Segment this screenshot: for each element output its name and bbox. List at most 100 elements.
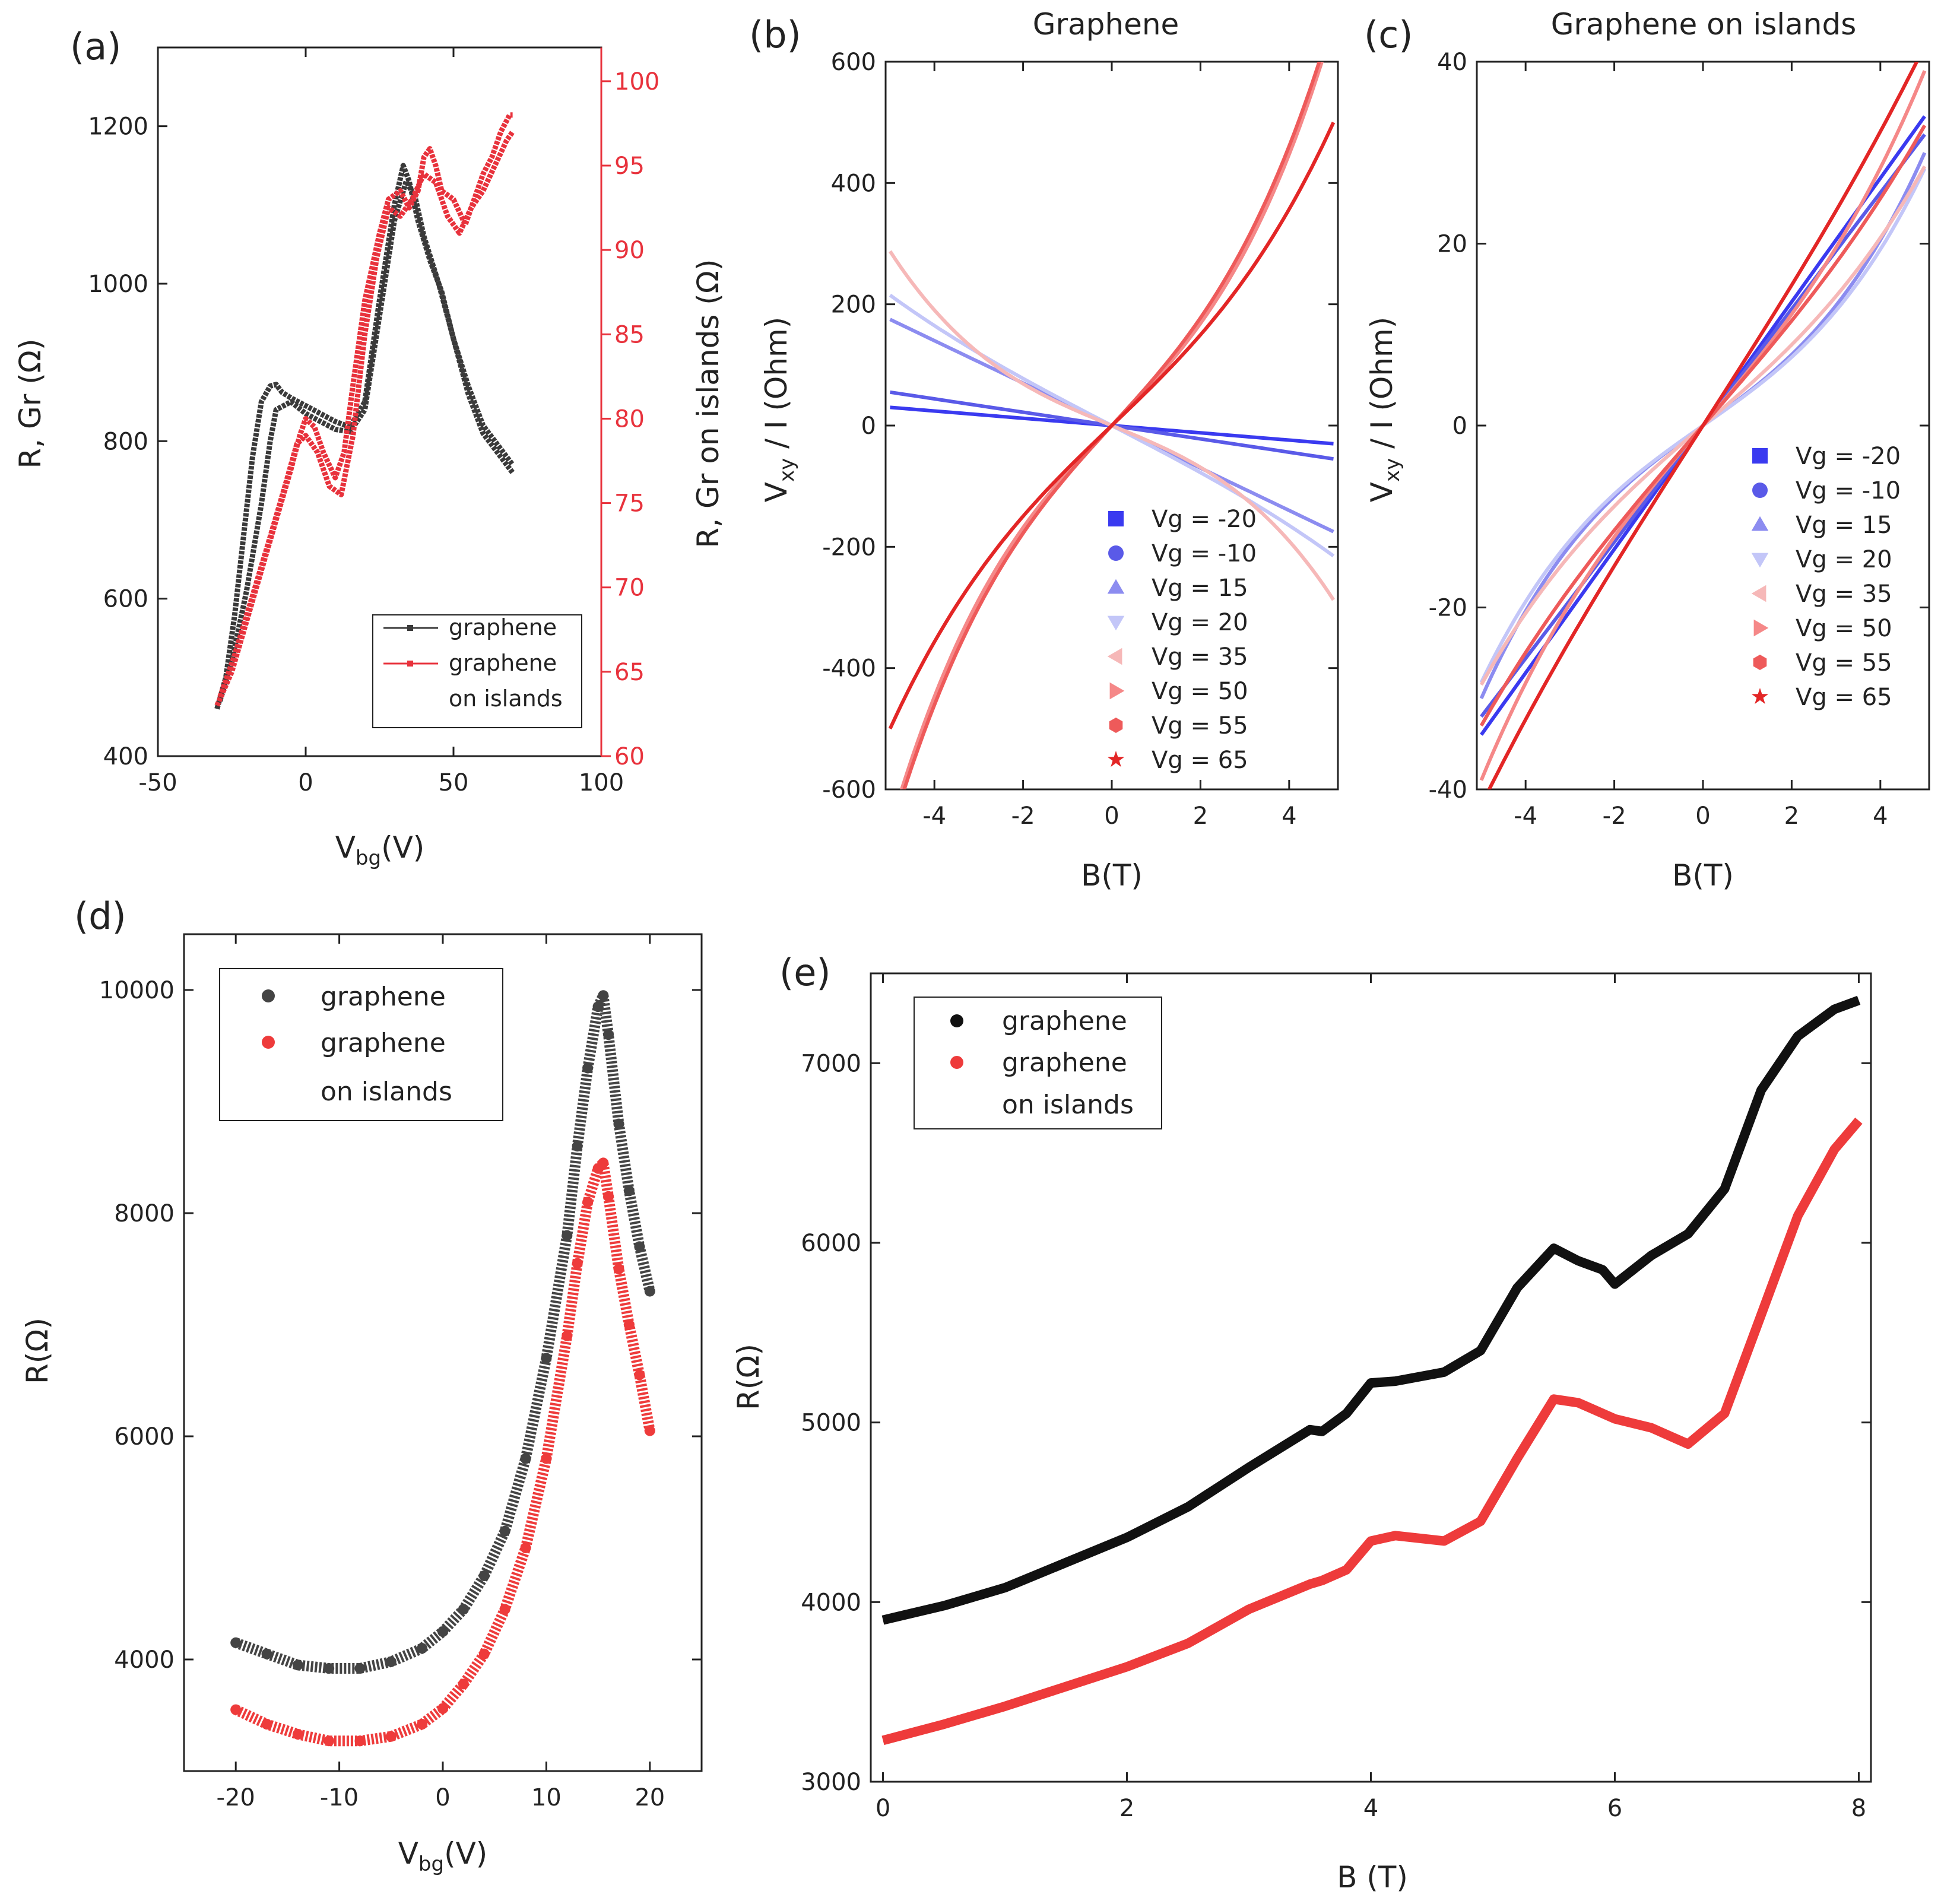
panel-label-b: (b) — [749, 13, 801, 56]
legend-label-c: Vg = -20 — [1796, 443, 1901, 470]
x-tick-label-c: -2 — [1603, 802, 1626, 830]
scatter-point-d — [292, 1728, 303, 1740]
scatter-trace-d — [233, 1157, 655, 1747]
y-tick-label-c: -20 — [1429, 595, 1467, 622]
right-y-tick-label-a: 95 — [614, 153, 645, 180]
y-axis-label-a: R, Gr (Ω) — [13, 339, 47, 469]
x-tick-label-c: 0 — [1695, 802, 1710, 830]
legend-label-b: Vg = 65 — [1152, 747, 1248, 774]
scatter-point-d — [644, 1425, 655, 1436]
scatter-point-d — [613, 1264, 624, 1274]
y-tick-label-c: 0 — [1452, 412, 1467, 440]
legend-marker-b — [1107, 615, 1125, 631]
y-tick-label-c: 40 — [1437, 49, 1467, 76]
legend-marker-b — [1107, 579, 1125, 594]
scatter-point-d — [354, 1663, 366, 1674]
x-tick-label-b: -4 — [922, 802, 946, 830]
scatter-point-d — [603, 1029, 614, 1040]
y-tick-label-e: 4000 — [801, 1589, 861, 1616]
right-y-tick-label-a: 70 — [614, 575, 645, 602]
x-axis-label-d-main: V — [398, 1836, 418, 1871]
right-y-tick-label-a: 65 — [614, 659, 645, 686]
y-axis-label-d: R(Ω) — [20, 1318, 55, 1384]
series-line-e — [881, 995, 1861, 1625]
panel-label-e: (e) — [779, 951, 831, 994]
legend-label-a: graphene — [449, 650, 557, 676]
scatter-point-d — [385, 1731, 397, 1742]
x-tick-label-e: 0 — [876, 1795, 890, 1822]
y-tick-label-e: 7000 — [801, 1050, 861, 1077]
y-axis-label-c-suffix: / I (Ohm) — [1365, 317, 1399, 458]
scatter-point-d — [613, 1118, 624, 1129]
scatter-point-d — [292, 1659, 303, 1671]
legend-label-b: Vg = 15 — [1152, 575, 1248, 602]
legend-marker-a — [407, 661, 413, 667]
y-tick-label-b: 200 — [831, 291, 876, 319]
series-group-c — [1479, 62, 1927, 789]
y-tick-label-a: 800 — [103, 428, 148, 455]
scatter-point-d — [478, 1648, 490, 1659]
x-axis-label-a-sub: bg — [356, 846, 381, 870]
y-tick-label-d: 8000 — [114, 1200, 175, 1227]
x-tick-label-d: -10 — [320, 1784, 359, 1811]
y-tick-label-d: 10000 — [99, 977, 175, 1004]
legend-marker-e — [950, 1014, 963, 1027]
legend-label-c: Vg = 20 — [1796, 546, 1892, 573]
x-tick-label-d: 0 — [435, 1784, 450, 1811]
x-axis-label-a-suffix: (V) — [381, 830, 424, 865]
x-axis-label-a-main: V — [335, 830, 356, 865]
x-tick-label-e: 4 — [1363, 1795, 1378, 1822]
x-tick-label-e: 6 — [1607, 1795, 1622, 1822]
x-tick-label-e: 2 — [1119, 1795, 1134, 1822]
legend-label-e: on islands — [1002, 1090, 1134, 1120]
y-axis-label-b-sub: xy — [775, 458, 799, 482]
y-tick-label-a: 1000 — [88, 271, 148, 298]
legend-marker-b — [1108, 511, 1124, 526]
x-tick-label-a: -50 — [138, 769, 177, 796]
legend-marker-c — [1752, 448, 1768, 464]
scatter-point-d — [598, 1157, 609, 1169]
scatter-point-d — [520, 1453, 531, 1464]
legend-label-c: Vg = 35 — [1796, 580, 1892, 608]
legend-label-c: Vg = 65 — [1796, 684, 1892, 711]
y-tick-label-b: 600 — [831, 49, 876, 76]
x-axis-label-d: Vbg(V) — [398, 1836, 488, 1876]
legend-marker-c — [1753, 619, 1769, 637]
scatter-point-d — [541, 1353, 552, 1364]
scatter-point-d — [603, 1191, 614, 1202]
x-tick-label-a: 100 — [579, 769, 624, 796]
y-tick-label-a: 1200 — [88, 113, 148, 141]
legend-label-d: graphene — [321, 982, 446, 1012]
scatter-point-d — [623, 1319, 635, 1330]
scatter-point-d — [623, 1185, 635, 1197]
series-line-b — [888, 121, 1336, 730]
legend-label-b: Vg = 55 — [1152, 712, 1248, 740]
chart-title-c: Graphene on islands — [1551, 7, 1857, 42]
scatter-point-d — [385, 1656, 397, 1667]
scatter-point-d — [230, 1704, 242, 1715]
y-tick-label-a: 400 — [103, 743, 148, 770]
panel-label-a: (a) — [70, 25, 121, 68]
legend-label-c: Vg = 55 — [1796, 649, 1892, 677]
scatter-point-d — [354, 1735, 366, 1747]
y-axis-label-e: R(Ω) — [731, 1344, 766, 1410]
x-axis-label-d-sub: bg — [418, 1852, 444, 1876]
legend-marker-c — [1751, 585, 1766, 602]
right-y-tick-label-a: 90 — [614, 237, 645, 264]
scatter-point-d — [324, 1735, 335, 1747]
x-axis-label-e: B (T) — [1337, 1860, 1408, 1895]
legend-label-d: on islands — [321, 1077, 452, 1107]
legend-label-d: graphene — [321, 1028, 446, 1058]
scatter-point-d — [261, 1648, 272, 1659]
y-tick-label-e: 6000 — [801, 1230, 861, 1257]
legend-marker-c — [1753, 655, 1767, 670]
scatter-point-d — [592, 1001, 604, 1013]
y-tick-label-e: 5000 — [801, 1410, 861, 1437]
series-group-b — [888, 62, 1336, 789]
x-tick-label-d: 20 — [635, 1784, 665, 1811]
y-tick-label-b: -200 — [822, 534, 876, 561]
scatter-trace-d — [234, 990, 655, 1674]
y-tick-label-b: -400 — [822, 655, 876, 683]
x-tick-label-b: 0 — [1104, 802, 1119, 830]
